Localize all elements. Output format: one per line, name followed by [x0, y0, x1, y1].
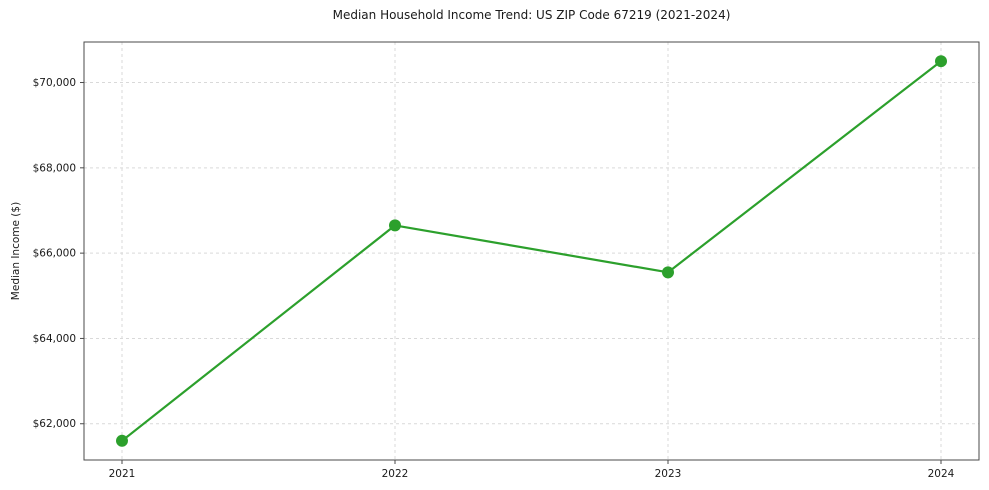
income-trend-line: [120, 60, 943, 442]
data-point-marker: [389, 219, 401, 232]
y-tick-label: $62,000: [33, 418, 76, 430]
x-tick-label: 2021: [109, 468, 136, 480]
x-tick-label: 2024: [928, 468, 955, 480]
chart-title: Median Household Income Trend: US ZIP Co…: [332, 8, 731, 22]
y-tick-label: $68,000: [33, 162, 76, 174]
y-tick-label: $66,000: [33, 248, 76, 260]
data-point-marker: [116, 434, 128, 447]
plot-border: [83, 41, 980, 461]
x-tick-label: 2022: [382, 468, 409, 480]
x-tick-label: 2023: [655, 468, 682, 480]
y-tick-label: $70,000: [33, 77, 76, 89]
y-tick-label: $64,000: [33, 333, 76, 345]
data-point-marker: [935, 55, 947, 68]
data-point-marker: [662, 266, 674, 279]
